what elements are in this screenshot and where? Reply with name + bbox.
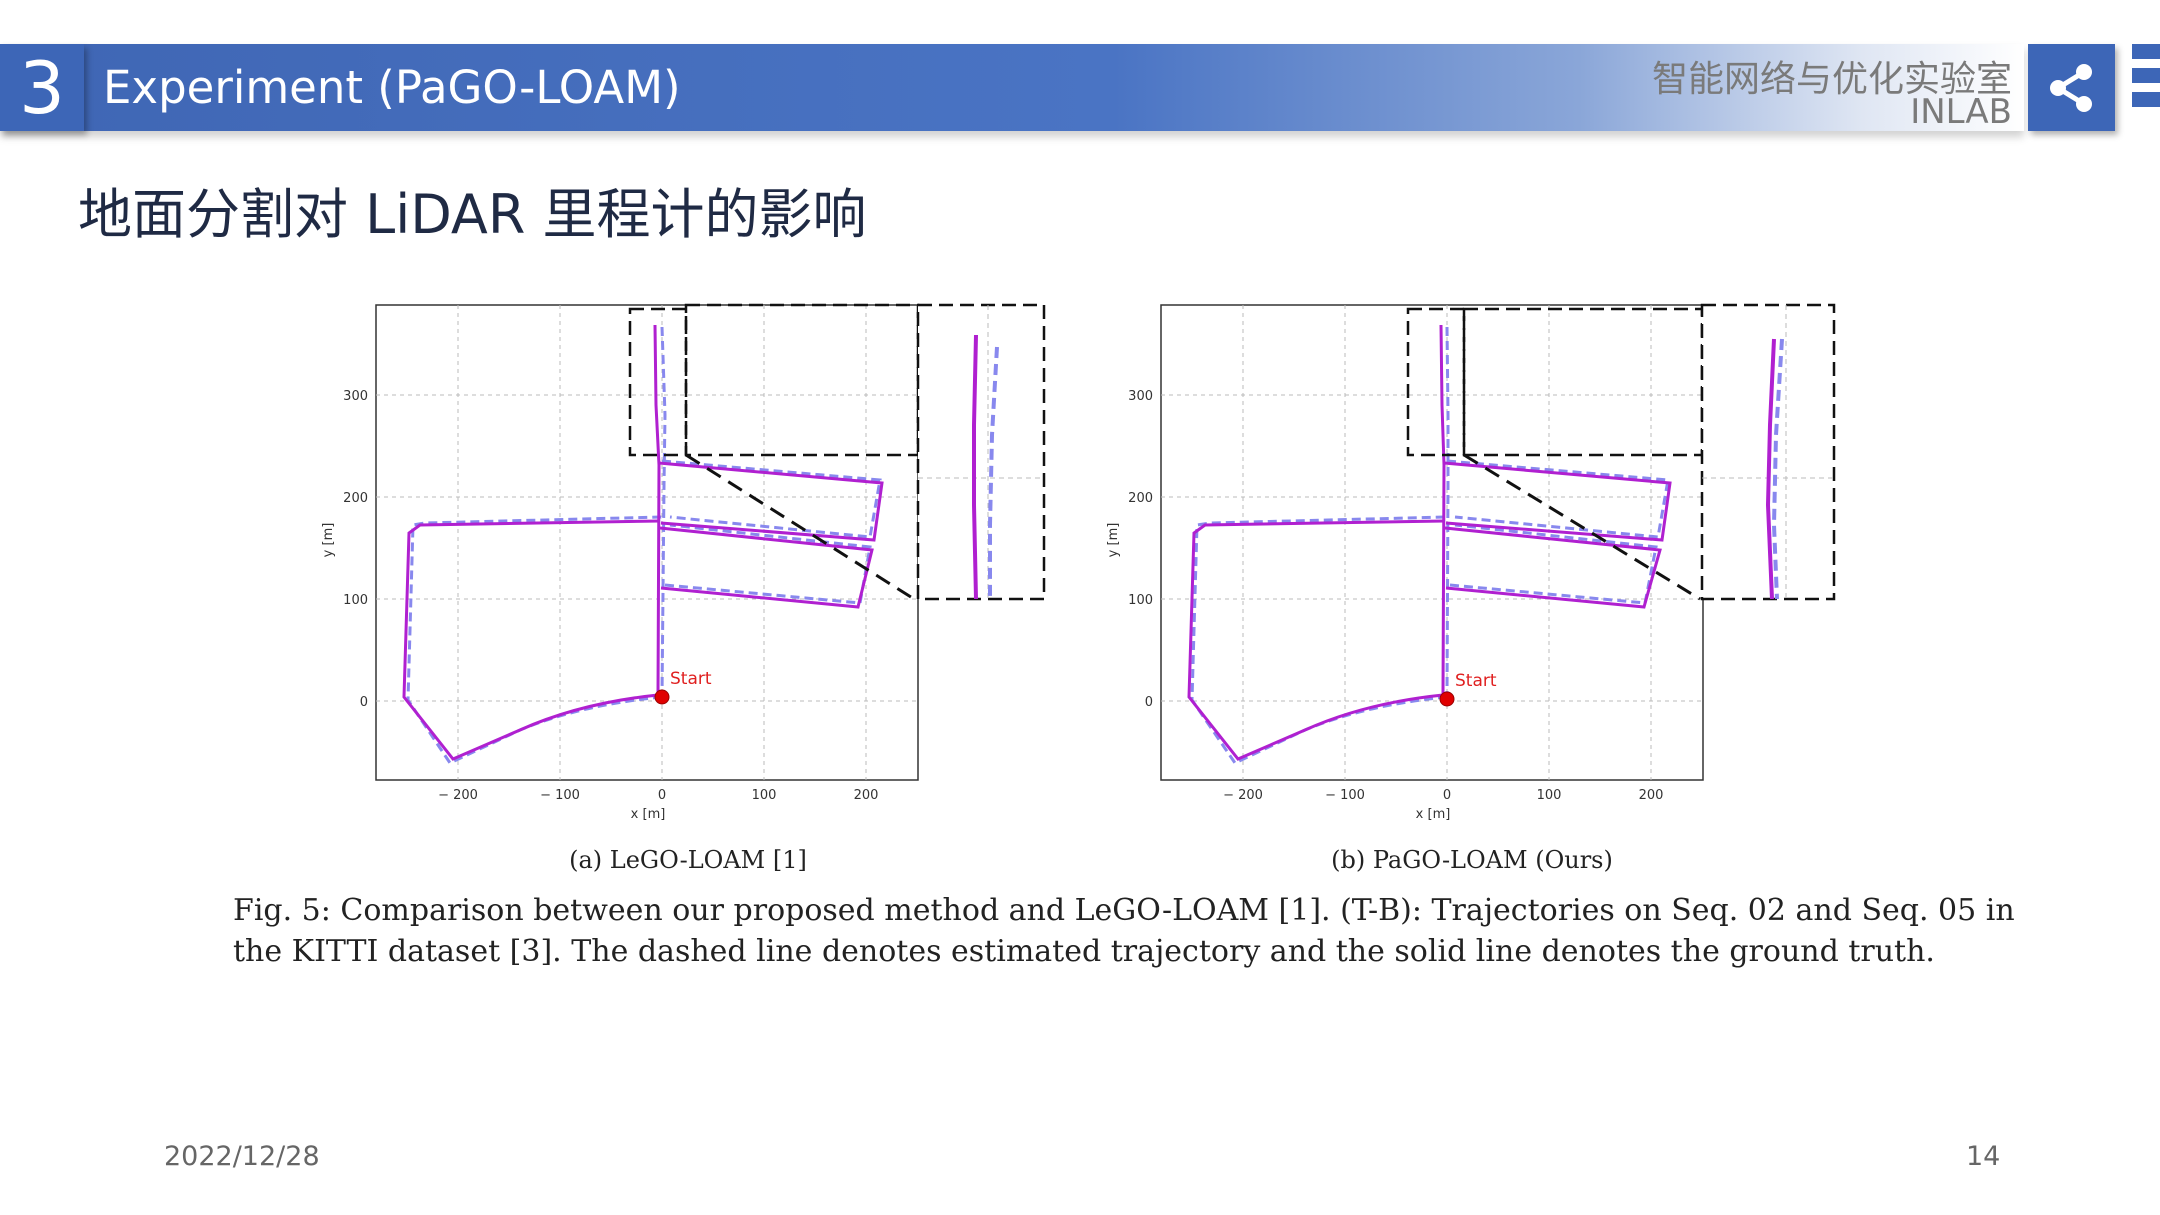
header-bar <box>0 44 2024 131</box>
menu-icon-bar <box>2132 68 2160 83</box>
ytick-b-3: 0 <box>1145 695 1153 710</box>
ytick-b-2: 100 <box>1128 593 1153 608</box>
section-number-badge: 3 <box>0 44 84 131</box>
ytick-a-3: 0 <box>360 695 368 710</box>
panel-a-caption: (a) LeGO-LOAM [1] <box>569 846 807 874</box>
share-icon <box>2049 63 2092 112</box>
lab-name-en: INLAB <box>1910 92 2012 132</box>
ylabel-b: y [m] <box>1106 523 1121 558</box>
xtick-b-0: − 200 <box>1223 788 1263 803</box>
section-title: Experiment (PaGO-LOAM) <box>103 61 681 114</box>
menu-button[interactable] <box>2132 44 2160 131</box>
xtick-a-1: − 100 <box>540 788 580 803</box>
xlabel-a: x [m] <box>631 807 666 822</box>
slide-date: 2022/12/28 <box>164 1141 320 1172</box>
share-button[interactable] <box>2028 44 2115 131</box>
ytick-b-1: 200 <box>1128 491 1153 506</box>
ytick-b-0: 300 <box>1128 389 1153 404</box>
start-label-b: Start <box>1455 671 1497 691</box>
xlabel-b: x [m] <box>1416 807 1451 822</box>
ytick-a-1: 200 <box>343 491 368 506</box>
xtick-b-1: − 100 <box>1325 788 1365 803</box>
xtick-b-2: 0 <box>1443 788 1451 803</box>
lab-name-cn: 智能网络与优化实验室 <box>1651 59 2012 100</box>
ylabel-a: y [m] <box>321 523 336 558</box>
menu-icon <box>2132 44 2160 59</box>
panel-a: Start − 200 − 100 0 100 200 300 200 100 … <box>321 303 1046 874</box>
page-number: 14 <box>1966 1141 2001 1172</box>
xtick-b-4: 200 <box>1639 788 1664 803</box>
xtick-a-3: 100 <box>752 788 777 803</box>
xtick-b-3: 100 <box>1537 788 1562 803</box>
xtick-a-2: 0 <box>658 788 666 803</box>
figure-caption-line-1: Fig. 5: Comparison between our proposed … <box>233 893 2015 928</box>
figure-caption-line-2: the KITTI dataset [3]. The dashed line d… <box>233 934 1935 969</box>
figure-caption: Fig. 5: Comparison between our proposed … <box>233 890 2015 972</box>
ytick-a-0: 300 <box>343 389 368 404</box>
panel-b: Start − 200 − 100 0 100 200 300 200 100 … <box>1106 303 1836 874</box>
xtick-a-0: − 200 <box>438 788 478 803</box>
trajectory-figure: Start − 200 − 100 0 100 200 300 200 100 … <box>321 303 1836 874</box>
ytick-a-2: 100 <box>343 593 368 608</box>
slide-subtitle: 地面分割对 LiDAR 里程计的影响 <box>78 183 867 246</box>
panel-b-caption: (b) PaGO-LOAM (Ours) <box>1331 846 1613 874</box>
start-label-a: Start <box>670 669 712 689</box>
menu-icon-bar <box>2132 92 2160 107</box>
xtick-a-4: 200 <box>854 788 879 803</box>
